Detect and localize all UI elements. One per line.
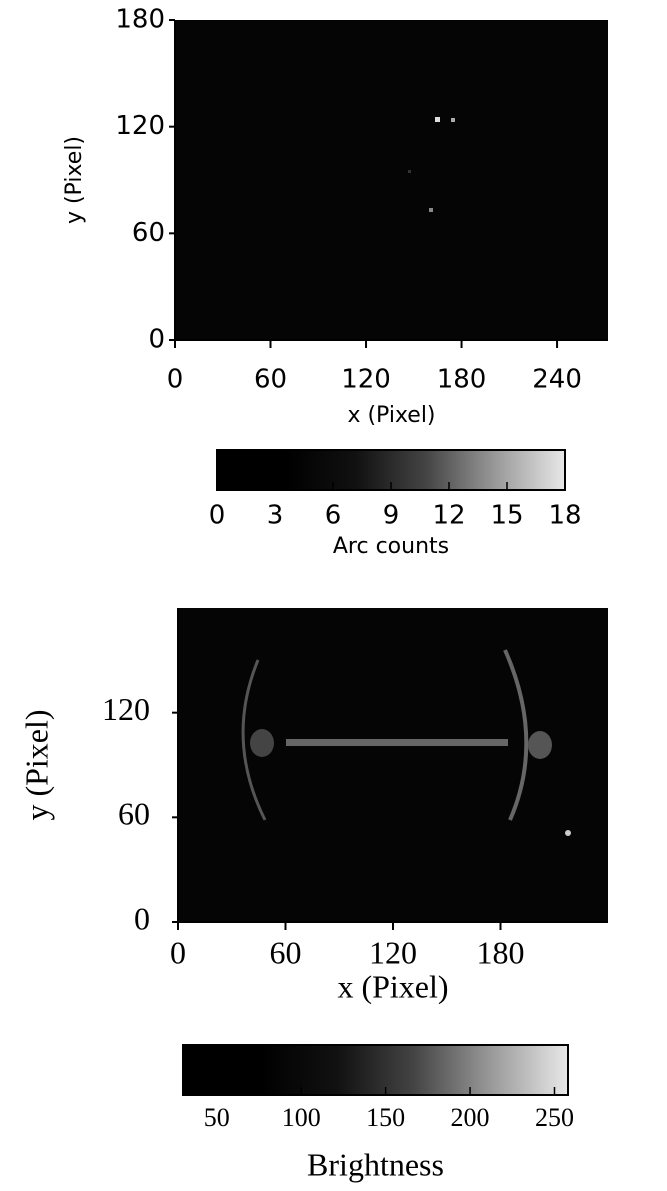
x-tick-label: 0 <box>170 934 186 970</box>
colorbar-tick-label: 15 <box>490 501 523 531</box>
colorbar-tick-label: 50 <box>204 1103 230 1132</box>
colorbar-tick-label: 100 <box>282 1103 321 1132</box>
electrode-glow <box>250 729 274 757</box>
colorbar-tick-label: 250 <box>535 1103 574 1132</box>
x-axis-label: x (Pixel) <box>337 968 448 1004</box>
bright-spot <box>408 170 411 173</box>
colorbar-tick-label: 3 <box>267 501 284 531</box>
bright-spot <box>451 118 455 122</box>
arc-column <box>286 739 508 746</box>
x-tick-label: 240 <box>532 365 582 395</box>
x-tick-label: 60 <box>254 365 287 395</box>
image-features <box>241 649 571 836</box>
x-axis-label: x (Pixel) <box>347 403 435 428</box>
y-tick-label: 60 <box>132 218 165 248</box>
bright-spot <box>429 208 433 212</box>
image-features <box>408 117 455 212</box>
x-tick-label: 120 <box>369 934 417 970</box>
colorbar-tick-label: 9 <box>383 501 400 531</box>
y-tick-label: 120 <box>115 111 165 141</box>
y-axis-label: y (Pixel) <box>62 136 87 224</box>
colorbar-tick-label: 150 <box>366 1103 405 1132</box>
colorbar-tick-label: 0 <box>209 501 226 531</box>
colorbar-label: Brightness <box>307 1146 444 1182</box>
x-tick-label: 180 <box>477 934 525 970</box>
y-tick-label: 0 <box>148 325 165 355</box>
colorbar <box>182 1044 569 1096</box>
arc-edge <box>503 649 529 821</box>
y-tick-label: 120 <box>102 691 150 727</box>
panel-background <box>175 20 608 340</box>
bright-spot <box>435 117 440 122</box>
image <box>175 20 608 340</box>
panel-background <box>178 608 608 922</box>
y-tick-label: 180 <box>115 5 165 35</box>
x-tick-label: 180 <box>437 365 487 395</box>
bright-spot <box>565 830 571 836</box>
arc-edge <box>241 659 267 821</box>
electrode-glow <box>528 731 552 759</box>
colorbar-label: Arc counts <box>333 534 449 559</box>
colorbar-tick-label: 18 <box>548 501 581 531</box>
y-tick-label: 60 <box>118 796 150 832</box>
colorbar-tick-label: 12 <box>432 501 465 531</box>
image <box>178 608 608 922</box>
y-tick-label: 0 <box>134 900 150 936</box>
colorbar-tick-label: 200 <box>451 1103 490 1132</box>
colorbar-tick-label: 6 <box>325 501 342 531</box>
x-tick-label: 60 <box>270 934 302 970</box>
x-tick-label: 120 <box>341 365 391 395</box>
y-axis-label: y (Pixel) <box>18 709 54 820</box>
x-tick-label: 0 <box>167 365 184 395</box>
